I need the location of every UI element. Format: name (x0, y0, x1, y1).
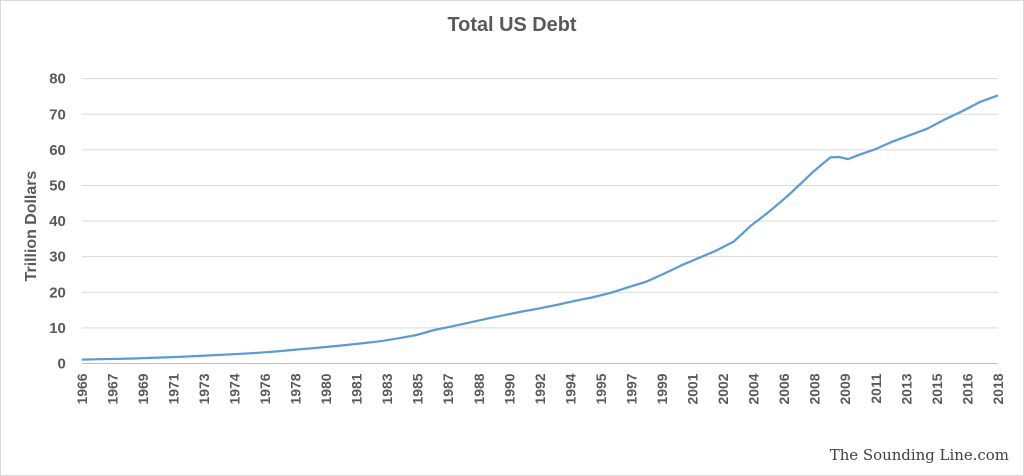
y-tick-label: 40 (49, 213, 66, 230)
chart-title: Total US Debt (447, 14, 576, 36)
x-tick-label: 1969 (135, 373, 151, 404)
watermark-text: The Sounding Line.com (830, 446, 1009, 464)
x-tick-label: 2009 (837, 373, 853, 404)
y-tick-label: 30 (49, 249, 66, 266)
x-tick-label: 2004 (746, 373, 762, 404)
x-tick-label: 2002 (715, 373, 731, 404)
x-tick-label: 2018 (990, 373, 1006, 404)
x-tick-label: 2001 (685, 373, 701, 404)
x-tick-label: 1974 (226, 373, 242, 404)
series-layer (81, 94, 999, 361)
x-tick-label: 1978 (288, 373, 304, 404)
x-tick-label: 1985 (410, 373, 426, 404)
x-tick-label: 1995 (593, 373, 609, 404)
x-tick-label: 1983 (379, 373, 395, 404)
x-tick-label: 1990 (501, 373, 517, 404)
y-axis-label: Trillion Dollars (23, 171, 40, 282)
x-tick-label: 2015 (929, 373, 945, 404)
y-tick-label: 80 (49, 71, 66, 88)
gridlines (81, 78, 998, 364)
x-tick-label: 1988 (471, 373, 487, 404)
x-tick-label: 1999 (654, 373, 670, 404)
x-tick-label: 1973 (196, 373, 212, 404)
y-tick-label: 0 (58, 355, 66, 372)
y-tick-label: 10 (49, 320, 66, 337)
x-tick-label: 2011 (868, 373, 884, 403)
x-tick-label: 1987 (440, 373, 456, 404)
x-tick-label: 1992 (532, 373, 548, 404)
y-tick-label: 70 (49, 106, 66, 123)
y-tick-label: 50 (49, 177, 66, 194)
x-tick-label: 1981 (349, 373, 365, 404)
y-tick-label: 20 (49, 284, 66, 301)
x-tick-label: 1966 (74, 373, 90, 404)
x-tick-label: 1967 (104, 373, 120, 404)
x-tick-labels: 1966 1967 1969 1971 1973 1974 1976 1978 1980 1981… (74, 373, 1006, 404)
series-line (81, 94, 999, 361)
x-tick-label: 2006 (776, 373, 792, 404)
x-tick-label: 1980 (318, 373, 334, 404)
x-tick-label: 1971 (165, 373, 181, 404)
x-tick-label: 2016 (959, 373, 975, 404)
x-tick-label: 2008 (807, 373, 823, 404)
x-tick-label: 1994 (562, 373, 578, 404)
y-tick-label: 60 (49, 142, 66, 159)
y-tick-labels: 0 10 20 30 40 50 60 70 80 (49, 71, 66, 373)
x-tick-label: 2013 (898, 373, 914, 404)
x-tick-label: 1997 (623, 373, 639, 404)
x-tick-label: 1976 (257, 373, 273, 404)
